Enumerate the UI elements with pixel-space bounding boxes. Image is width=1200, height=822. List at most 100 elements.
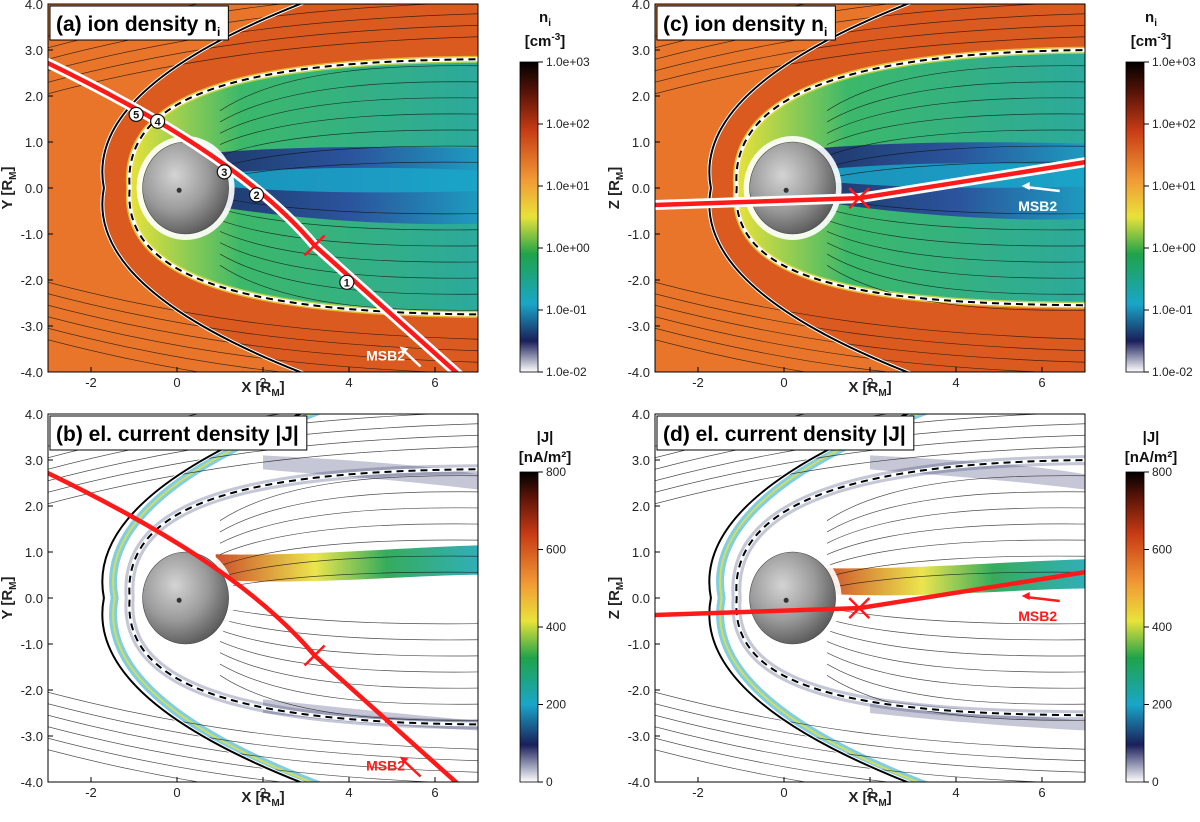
colorbar: ni [cm-3] 1.0e+03 1.0e+02 1.0e+01 1.0e+00 1.0e… xyxy=(519,9,590,379)
field-line xyxy=(826,129,1085,157)
x-axis-label: X [RM] xyxy=(848,789,891,809)
y-tick-label: 3.0 xyxy=(632,453,650,468)
y-tick-label: 1.0 xyxy=(25,135,43,150)
field-line xyxy=(219,507,478,544)
lobe-current-north xyxy=(870,455,1085,490)
field-line xyxy=(219,571,478,589)
field-line xyxy=(219,629,478,657)
field-line xyxy=(48,24,478,83)
y-tick-label: 3.0 xyxy=(632,43,650,58)
x-tick-label: -2 xyxy=(85,785,97,800)
field-line xyxy=(48,737,285,782)
y-tick-label: -3.0 xyxy=(628,319,650,334)
orbit-direction-arrow xyxy=(1025,185,1060,193)
y-tick-label: 2.0 xyxy=(632,89,650,104)
x-axis-label: X [RM] xyxy=(848,379,891,399)
title-box xyxy=(49,5,229,41)
field-line xyxy=(219,641,478,673)
title-box xyxy=(49,415,308,451)
field-line xyxy=(826,555,1085,578)
magnetopause-line xyxy=(735,459,1085,717)
axes: -2 0 2 4 6 4.0 3.0 2.0 1.0 0.0 -1.0 -2.0 -3.0 -4.0 X [… xyxy=(0,0,439,399)
colorbar-tick-label: 1.0e-02 xyxy=(546,365,587,379)
orbit-arrow-head xyxy=(399,756,409,764)
colorbar-tick-label: 1.0e-01 xyxy=(546,303,587,317)
x-tick-label: 4 xyxy=(345,375,352,390)
field-line xyxy=(826,539,1085,567)
marker-label: 2 xyxy=(253,190,259,202)
marker-circle xyxy=(216,164,232,180)
closest-approach-marker xyxy=(303,234,326,257)
colorbar-unit: [nA/m²] xyxy=(519,449,572,466)
field-line xyxy=(48,749,201,782)
closest-approach-marker xyxy=(303,644,326,667)
field-line xyxy=(48,446,478,505)
colorbar: |J| [nA/m²]800 600 400 200 0 xyxy=(1125,429,1178,789)
colorbar-gradient xyxy=(519,61,539,373)
field-line xyxy=(826,475,1085,522)
field-line xyxy=(48,304,478,363)
colorbar-tick-label: 400 xyxy=(1152,620,1172,634)
field-line xyxy=(48,691,478,750)
y-tick-label: -3.0 xyxy=(628,729,650,744)
orbit-track xyxy=(48,470,460,782)
x-tick-label: 0 xyxy=(173,375,180,390)
y-tick-label: -4.0 xyxy=(21,775,43,790)
field-line xyxy=(826,507,1085,544)
x-tick-label: 0 xyxy=(780,375,787,390)
y-tick-label: 3.0 xyxy=(25,453,43,468)
colorbar-unit: [cm-3] xyxy=(1131,32,1172,50)
y-tick-label: 1.0 xyxy=(632,545,650,560)
colorbar-tick-label: 1.0e+03 xyxy=(546,55,590,69)
panel-b: MSB2 (b) el. current density |J| -2 0 2 4 6 4.0… xyxy=(0,407,572,809)
marker-circle xyxy=(128,106,144,123)
field-line xyxy=(655,339,808,372)
field-line xyxy=(655,24,1085,83)
field-line xyxy=(826,231,1085,263)
current-sheet-region xyxy=(215,167,478,193)
field-line xyxy=(826,491,1085,533)
field-line xyxy=(219,539,478,567)
colorbar-tick-label: 800 xyxy=(546,465,566,479)
field-line xyxy=(219,65,478,112)
crater xyxy=(783,597,789,603)
y-tick-label: 1.0 xyxy=(632,135,650,150)
x-tick-label: 4 xyxy=(952,375,959,390)
orbit-marker-1: 1 xyxy=(339,274,355,290)
field-line xyxy=(219,197,478,215)
axis-bracket: ] xyxy=(606,167,623,172)
field-line xyxy=(219,264,478,311)
colorbar-title: |J| xyxy=(1143,429,1160,446)
y-axis-label: Y [RM] xyxy=(0,576,19,619)
colorbar-unit: [cm-3] xyxy=(525,32,566,50)
y-tick-label: -4.0 xyxy=(628,365,650,380)
orbit-label: MSB2 xyxy=(1018,198,1057,214)
field-line xyxy=(219,555,478,578)
y-tick-label: 4.0 xyxy=(25,407,43,422)
orbit-label: MSB2 xyxy=(1018,608,1057,624)
colorbar-tick-label: 1.0e-01 xyxy=(1152,303,1193,317)
orbit-marker-3: 3 xyxy=(216,164,232,180)
y-tick-label: 2.0 xyxy=(25,89,43,104)
crater xyxy=(176,187,182,193)
panel-title: (c) ion density ni xyxy=(656,5,836,41)
colorbar-unit-sup: -3 xyxy=(551,32,560,43)
field-line xyxy=(219,145,478,168)
planet-mercury xyxy=(749,141,836,235)
axis-subscript: M xyxy=(615,172,626,180)
title-box xyxy=(656,5,836,41)
field-line xyxy=(655,446,1085,505)
x-tick-label: 2 xyxy=(866,785,873,800)
x-tick-label: 6 xyxy=(1038,375,1045,390)
colorbar-title: ni xyxy=(1145,9,1157,29)
field-line xyxy=(219,674,478,721)
y-tick-label: -1.0 xyxy=(21,227,43,242)
orbit-label: MSB2 xyxy=(366,758,405,774)
x-tick-label: -2 xyxy=(692,785,704,800)
y-tick-label: 2.0 xyxy=(25,499,43,514)
panel-c: MSB2 (c) ion density ni -2 0 2 4 6 4.0 3.0 2.0 1.0… xyxy=(606,0,1196,399)
colorbar-tick-label: 1.0e+00 xyxy=(546,241,590,255)
field-line xyxy=(826,629,1085,657)
orbit-track xyxy=(48,60,460,372)
